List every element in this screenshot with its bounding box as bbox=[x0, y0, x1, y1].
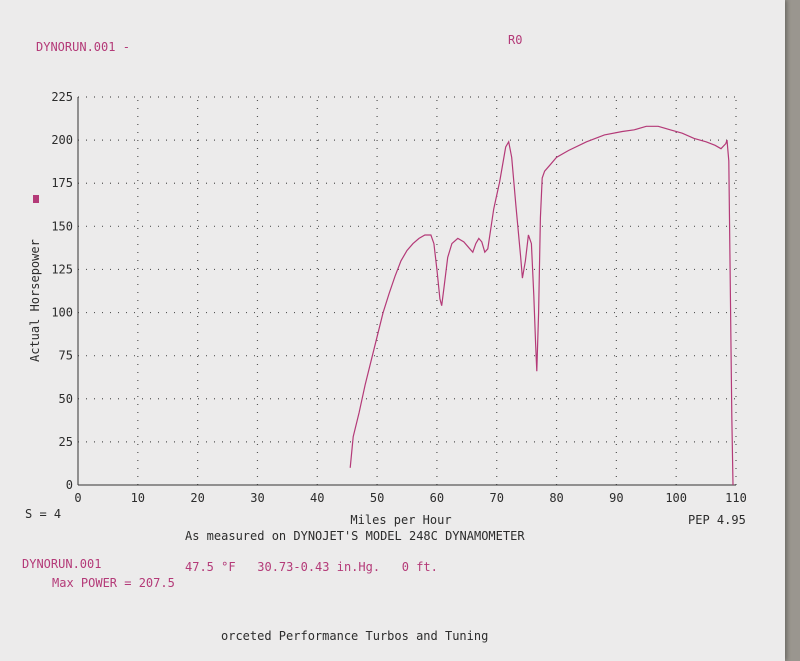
x-tick-label: 0 bbox=[74, 491, 81, 505]
x-tick-label: 60 bbox=[430, 491, 444, 505]
y-tick-label: 200 bbox=[51, 133, 73, 147]
measured-note: As measured on DYNOJET'S MODEL 248C DYNA… bbox=[185, 529, 525, 543]
y-tick-label: 50 bbox=[59, 392, 73, 406]
run-code: R0 bbox=[508, 33, 523, 47]
x-tick-labels: 0 10 20 30 40 50 60 70 80 90 100 110 bbox=[74, 491, 746, 505]
x-tick-label: 50 bbox=[370, 491, 384, 505]
x-axis-label: Miles per Hour bbox=[350, 513, 451, 527]
x-tick-label: 10 bbox=[131, 491, 145, 505]
y-tick-label: 225 bbox=[51, 90, 73, 104]
x-tick-label: 40 bbox=[310, 491, 324, 505]
chart-grid bbox=[78, 96, 737, 485]
run-name: DYNORUN.001 - bbox=[36, 40, 130, 54]
x-tick-label: 30 bbox=[250, 491, 264, 505]
y-tick-label: 75 bbox=[59, 349, 73, 363]
max-power: Max POWER = 207.5 bbox=[52, 576, 175, 590]
chart-axes bbox=[77, 97, 736, 486]
company-name: orceted Performance Turbos and Tuning bbox=[221, 629, 489, 643]
weather-conditions: 47.5 °F 30.73-0.43 in.Hg. 0 ft. bbox=[185, 560, 438, 574]
y-tick-label: 125 bbox=[51, 262, 73, 276]
correction-factor: PEP 4.95 bbox=[688, 513, 746, 527]
x-tick-label: 100 bbox=[665, 491, 687, 505]
x-tick-label: 20 bbox=[190, 491, 204, 505]
y-axis-label: Actual Horsepower bbox=[28, 239, 42, 362]
x-tick-label: 110 bbox=[725, 491, 747, 505]
y-tick-label: 175 bbox=[51, 176, 73, 190]
y-tick-label: 25 bbox=[59, 435, 73, 449]
x-tick-label: 80 bbox=[549, 491, 563, 505]
y-tick-label: 0 bbox=[66, 478, 73, 492]
y-tick-label: 100 bbox=[51, 306, 73, 320]
x-tick-label: 70 bbox=[490, 491, 504, 505]
run-label: DYNORUN.001 bbox=[22, 557, 102, 571]
smoothing-label: S = 4 bbox=[25, 507, 62, 521]
x-tick-label: 90 bbox=[609, 491, 623, 505]
legend-marker bbox=[33, 195, 39, 203]
y-tick-label: 150 bbox=[51, 219, 73, 233]
horsepower-line bbox=[349, 125, 734, 486]
y-tick-labels: 0 25 50 75 100 125 150 175 200 225 bbox=[51, 90, 73, 492]
